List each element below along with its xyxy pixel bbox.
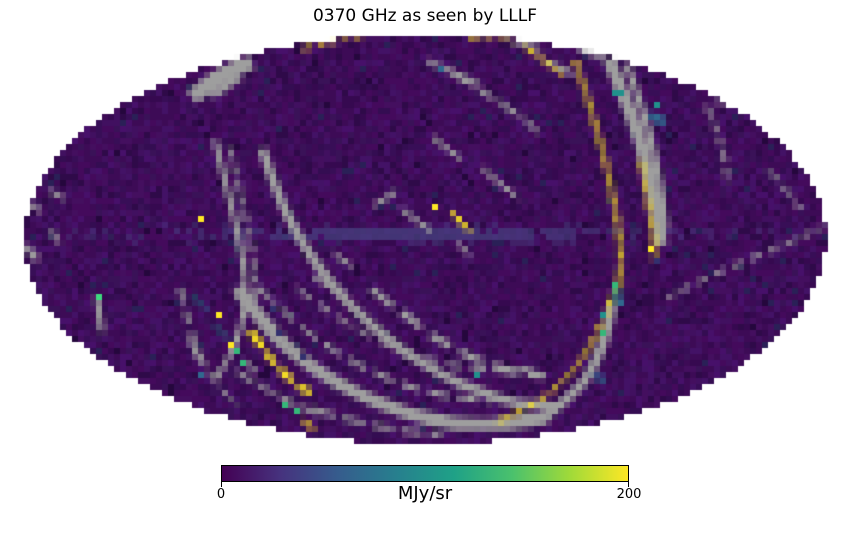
colorbar-gradient bbox=[221, 465, 629, 482]
mollweide-skymap-canvas bbox=[0, 0, 850, 462]
colorbar-min-label: 0 bbox=[216, 487, 226, 502]
colorbar-tick-max bbox=[628, 482, 629, 487]
colorbar-unit-label: MJy/sr bbox=[397, 483, 453, 504]
colorbar: 0 200 MJy/sr bbox=[217, 465, 641, 515]
colorbar-max-label: 200 bbox=[616, 487, 642, 502]
colorbar-tick-min bbox=[221, 482, 222, 487]
